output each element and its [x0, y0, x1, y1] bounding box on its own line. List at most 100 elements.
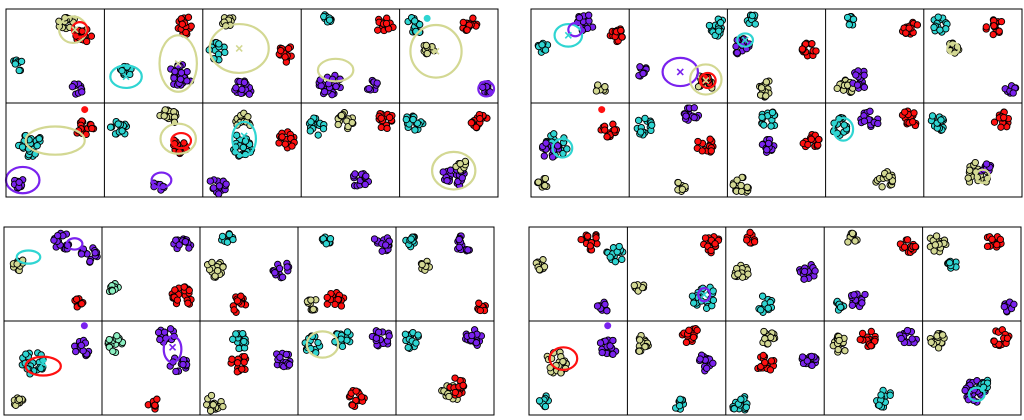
- cluster-point: [175, 241, 183, 249]
- cluster-point: [878, 183, 886, 191]
- cluster-purple: [68, 80, 86, 98]
- cluster-point: [208, 258, 216, 267]
- cluster-point: [858, 329, 867, 338]
- cluster-point: [352, 387, 360, 395]
- cluster-cyan: [672, 395, 688, 413]
- cluster-point: [77, 341, 85, 350]
- cluster-point: [171, 67, 179, 76]
- panel-frame: [528, 226, 1022, 416]
- cluster-point: [811, 267, 819, 275]
- cluster-point: [78, 300, 86, 308]
- cluster-purple: [849, 67, 869, 92]
- cluster-red: [798, 39, 820, 60]
- cluster-point: [423, 49, 431, 58]
- covariance-ellipse: [316, 57, 355, 83]
- cluster-point: [337, 302, 346, 310]
- cluster-red: [678, 324, 701, 347]
- cluster-point: [109, 347, 117, 355]
- cluster-point: [326, 235, 335, 243]
- cluster-point: [764, 304, 772, 312]
- cluster-point: [35, 135, 43, 143]
- cluster-point: [472, 123, 480, 131]
- cluster-point: [245, 90, 253, 98]
- cluster-point: [456, 160, 464, 168]
- cluster-point: [225, 230, 233, 239]
- cluster-point: [239, 329, 247, 338]
- cluster-point: [1010, 300, 1018, 308]
- cluster-point: [374, 26, 382, 34]
- cluster-point: [812, 47, 820, 55]
- panel-top-right: [530, 8, 1023, 198]
- centroid-marker: [235, 44, 243, 53]
- cluster-point: [464, 246, 472, 254]
- cluster-point: [856, 335, 864, 344]
- cluster-point: [476, 306, 484, 315]
- cluster-point: [851, 237, 859, 245]
- covariance-ellipse: [551, 137, 574, 159]
- cluster-purple: [349, 170, 373, 190]
- cluster-point: [900, 243, 909, 251]
- cluster-point: [307, 296, 315, 304]
- covariance-ellipse: [430, 150, 477, 191]
- cluster-point: [690, 299, 698, 307]
- panel-bottom-left: [3, 226, 495, 416]
- cluster-purple: [77, 244, 101, 266]
- cluster-point: [737, 395, 745, 403]
- covariance-ellipse: [231, 120, 258, 157]
- cluster-cyan: [229, 329, 250, 353]
- cluster-point: [177, 69, 186, 77]
- cluster-point: [594, 81, 602, 89]
- cluster-point: [319, 125, 328, 133]
- cluster-point: [343, 336, 351, 344]
- cluster-point: [15, 395, 24, 403]
- cluster-point: [418, 260, 426, 269]
- covariance-ellipse: [698, 71, 717, 90]
- cluster-point: [852, 71, 860, 79]
- covariance-ellipse: [409, 23, 463, 79]
- cluster-point: [585, 11, 593, 19]
- cluster-point: [309, 305, 317, 313]
- cluster-red: [474, 299, 489, 315]
- cluster-purple: [273, 349, 294, 371]
- cluster-point: [860, 117, 869, 125]
- cluster-point: [798, 45, 807, 53]
- covariance-ellipse: [15, 249, 42, 265]
- cluster-purple: [847, 290, 869, 311]
- cluster-point: [78, 27, 86, 35]
- cluster-cyan: [755, 292, 776, 316]
- cluster-point: [407, 235, 415, 243]
- cluster-point: [993, 241, 1001, 249]
- centroid-marker: [71, 26, 79, 34]
- cluster-point: [931, 241, 939, 249]
- cluster-point: [118, 67, 126, 75]
- cluster-cyan: [15, 131, 44, 161]
- cluster-point: [715, 27, 723, 35]
- cluster-point: [541, 46, 550, 54]
- outlier-point: [598, 106, 606, 114]
- cluster-cyan: [535, 392, 552, 411]
- cluster-point: [675, 402, 684, 410]
- cluster-point: [733, 176, 741, 184]
- cluster-point: [709, 296, 718, 304]
- cluster-point: [151, 401, 159, 409]
- cluster-red: [73, 117, 98, 139]
- cluster-point: [154, 328, 163, 337]
- cluster-point: [598, 348, 606, 357]
- cluster-point: [535, 265, 544, 274]
- cluster-point: [737, 181, 745, 190]
- centroid-stroke: [122, 73, 130, 81]
- centroid-stroke: [71, 26, 79, 34]
- cluster-point: [750, 238, 759, 246]
- cluster-point: [885, 172, 893, 180]
- cluster-point: [615, 242, 623, 251]
- cluster-purple: [758, 135, 778, 156]
- cluster-cyan: [927, 112, 948, 134]
- centroid-marker: [168, 343, 177, 351]
- cluster-point: [982, 23, 990, 31]
- cluster-point: [209, 401, 217, 409]
- cluster-point: [703, 364, 711, 372]
- cluster-point: [988, 235, 996, 243]
- centroid-marker: [240, 132, 248, 140]
- cluster-point: [803, 357, 811, 365]
- cluster-point: [861, 290, 869, 299]
